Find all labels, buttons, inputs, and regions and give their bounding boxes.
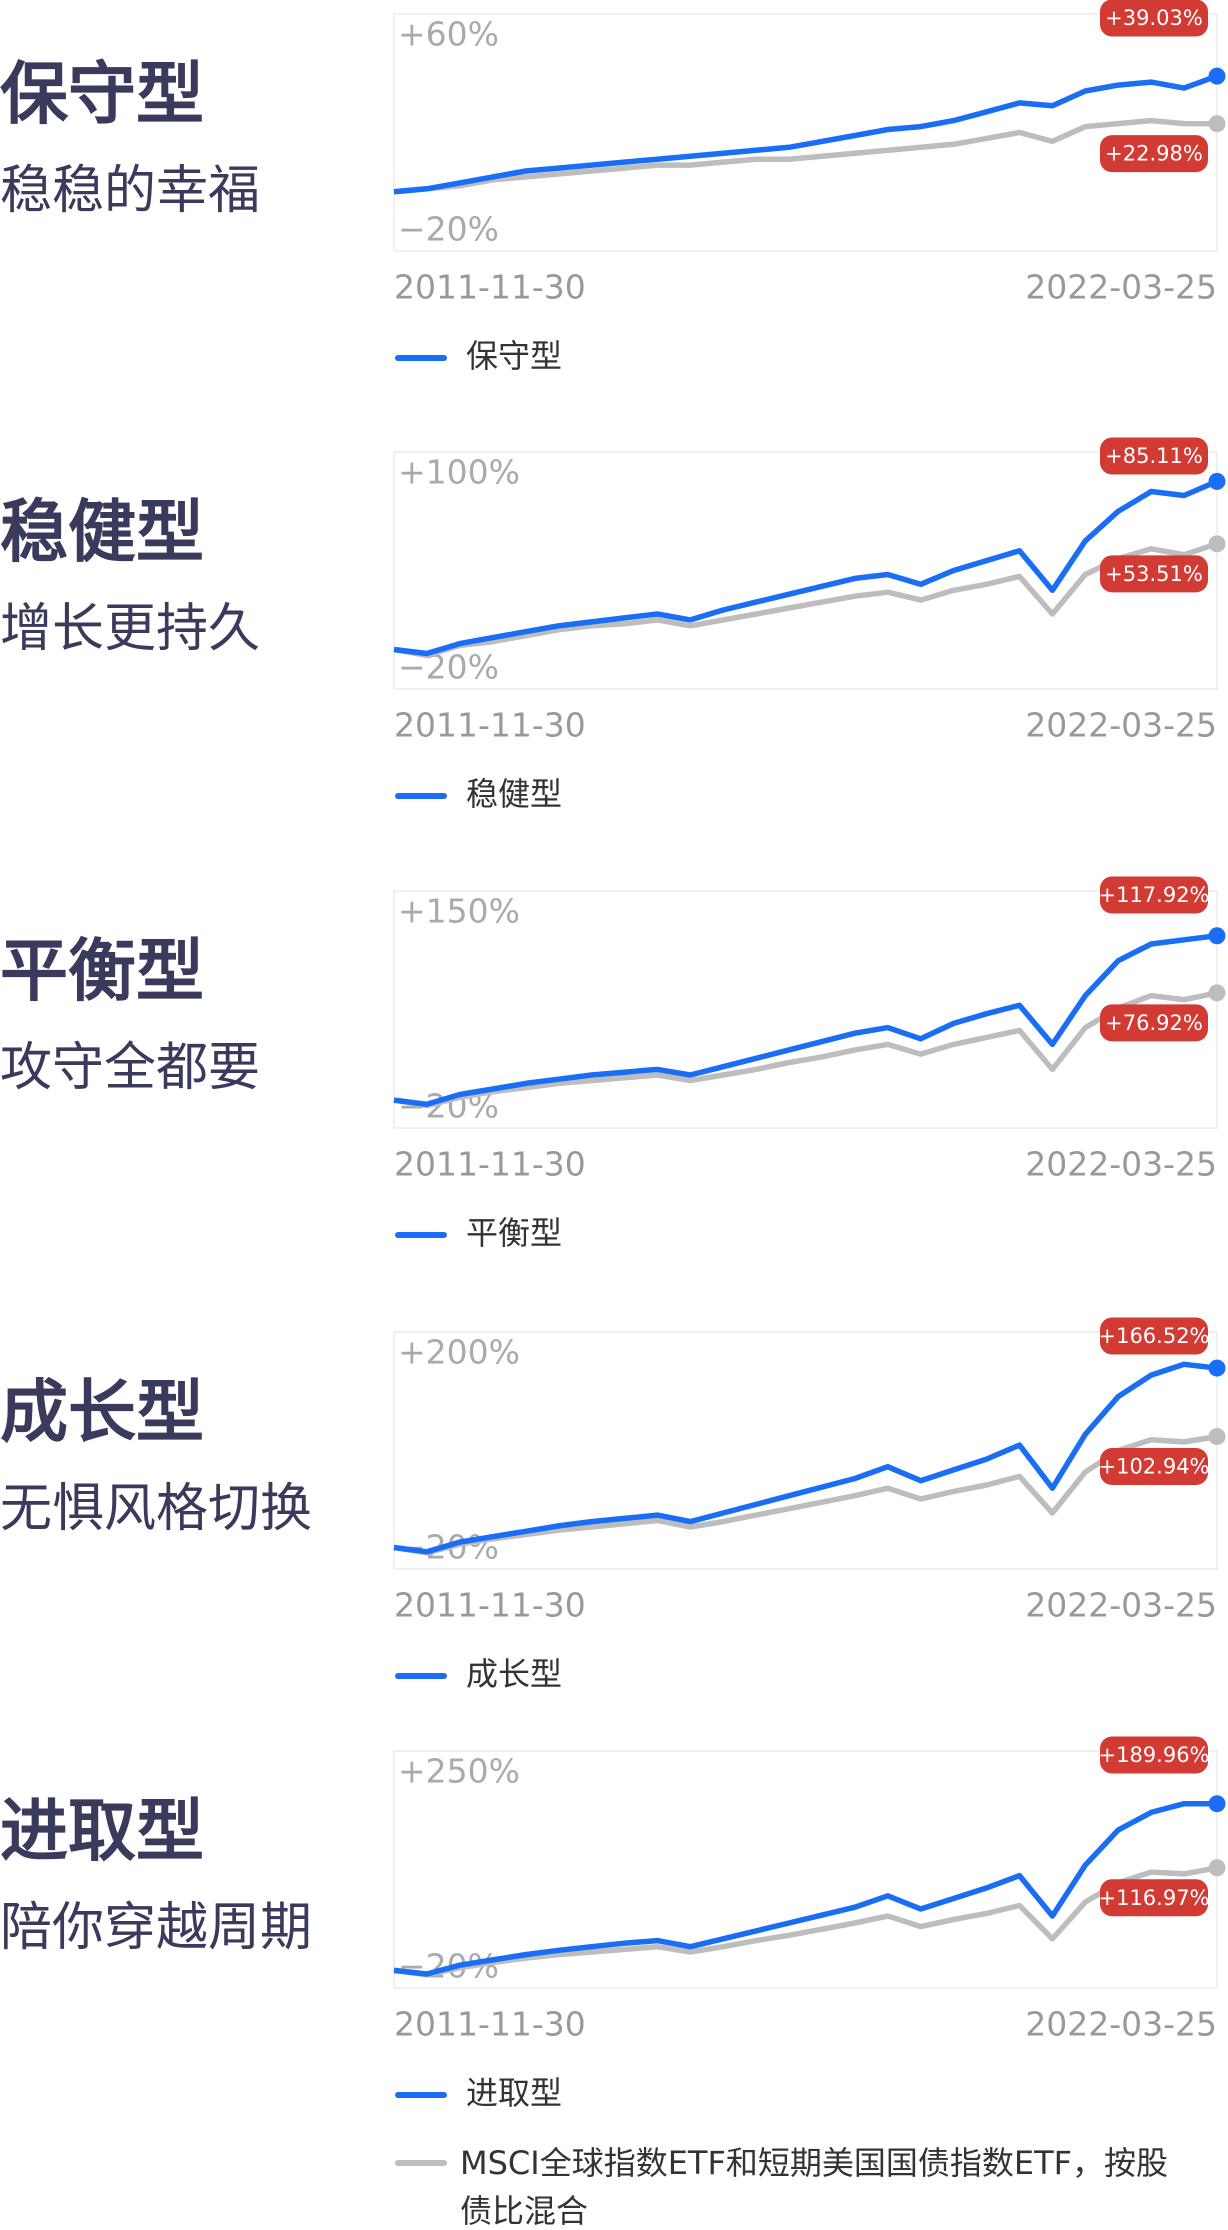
series-line xyxy=(393,1361,1218,1555)
x-tick-label: 2022-03-25 xyxy=(1025,2005,1217,2044)
value-label: +102.94% xyxy=(1098,1455,1209,1479)
chart-title: 进取型 xyxy=(0,1793,204,1872)
plot-frame xyxy=(393,13,1218,252)
value-label-bg xyxy=(1100,135,1208,173)
plot-frame xyxy=(393,451,1218,690)
end-dot xyxy=(1208,67,1226,85)
series-line xyxy=(393,932,1218,1108)
value-label-bg xyxy=(1100,1736,1208,1774)
x-tick-label: 2022-03-25 xyxy=(1025,1586,1217,1625)
y-tick-label: +60% xyxy=(398,15,499,54)
end-dot xyxy=(1208,115,1226,133)
chart-subtitle: 无惧风格切换 xyxy=(0,1479,312,1539)
legend-label: 进取型 xyxy=(466,2074,562,2112)
series-line xyxy=(393,117,1218,195)
series-line xyxy=(393,990,1218,1109)
chart-subtitle: 稳稳的幸福 xyxy=(0,161,260,221)
x-tick-label: 2022-03-25 xyxy=(1025,1145,1217,1184)
chart-subtitle: 攻守全都要 xyxy=(0,1038,260,1098)
chart-title: 稳健型 xyxy=(0,494,204,573)
value-label: +117.92% xyxy=(1098,883,1209,907)
plot-frame xyxy=(393,890,1218,1129)
x-tick-label: 2011-11-30 xyxy=(394,1145,586,1184)
chart-subtitle: 增长更持久 xyxy=(0,599,260,659)
x-tick-label: 2011-11-30 xyxy=(394,1586,586,1625)
series-line xyxy=(393,73,1218,195)
series-line xyxy=(393,1865,1218,1978)
chart-title: 保守型 xyxy=(0,56,204,135)
end-dot xyxy=(1208,1859,1226,1877)
value-label-bg xyxy=(1100,1448,1208,1486)
end-dot xyxy=(1208,1359,1226,1377)
x-tick-label: 2011-11-30 xyxy=(394,2005,586,2044)
value-label-bg xyxy=(1100,437,1208,475)
value-label: +166.52% xyxy=(1098,1324,1209,1348)
value-label-bg xyxy=(1100,555,1208,593)
x-tick-label: 2011-11-30 xyxy=(394,268,586,307)
y-tick-label: −20% xyxy=(398,210,499,249)
y-tick-label: +250% xyxy=(398,1752,520,1791)
chart-subtitle: 陪你穿越周期 xyxy=(0,1898,312,1958)
y-tick-label: +100% xyxy=(398,453,520,492)
y-tick-label: +150% xyxy=(398,892,520,931)
plot-frame xyxy=(393,1331,1218,1570)
end-dot xyxy=(1208,927,1226,945)
value-label-bg xyxy=(1100,1317,1208,1355)
value-label-bg xyxy=(1100,1879,1208,1917)
legend-label: MSCI全球指数ETF和短期美国国债指数ETF，按股债比混合 xyxy=(460,2144,1169,2230)
value-label: +116.97% xyxy=(1098,1886,1209,1910)
end-dot xyxy=(1208,1428,1226,1446)
value-label: +39.03% xyxy=(1105,6,1203,30)
value-label: +76.92% xyxy=(1105,1011,1203,1035)
legend-label: 成长型 xyxy=(466,1655,562,1693)
legend-label: 平衡型 xyxy=(466,1214,562,1252)
series-line xyxy=(393,1433,1218,1556)
value-label: +85.11% xyxy=(1105,444,1203,468)
legend-label: 稳健型 xyxy=(466,775,562,813)
end-dot xyxy=(1208,984,1226,1002)
value-label: +189.96% xyxy=(1098,1743,1209,1767)
value-label-bg xyxy=(1100,0,1208,37)
value-label: +22.98% xyxy=(1105,142,1203,166)
series-line xyxy=(393,478,1219,657)
value-label-bg xyxy=(1100,1004,1208,1042)
series-line xyxy=(393,541,1218,659)
chart-title: 平衡型 xyxy=(0,933,204,1012)
value-label-bg xyxy=(1100,876,1208,914)
legend-label: 保守型 xyxy=(466,337,562,375)
x-tick-label: 2011-11-30 xyxy=(394,706,586,745)
value-label: +53.51% xyxy=(1105,562,1203,586)
end-dot xyxy=(1208,1795,1226,1813)
end-dot xyxy=(1208,472,1226,490)
series-line xyxy=(393,1800,1217,1977)
x-tick-label: 2022-03-25 xyxy=(1025,706,1217,745)
x-tick-label: 2022-03-25 xyxy=(1025,268,1217,307)
end-dot xyxy=(1208,535,1226,553)
chart-title: 成长型 xyxy=(0,1374,204,1453)
y-tick-label: +200% xyxy=(398,1333,520,1372)
